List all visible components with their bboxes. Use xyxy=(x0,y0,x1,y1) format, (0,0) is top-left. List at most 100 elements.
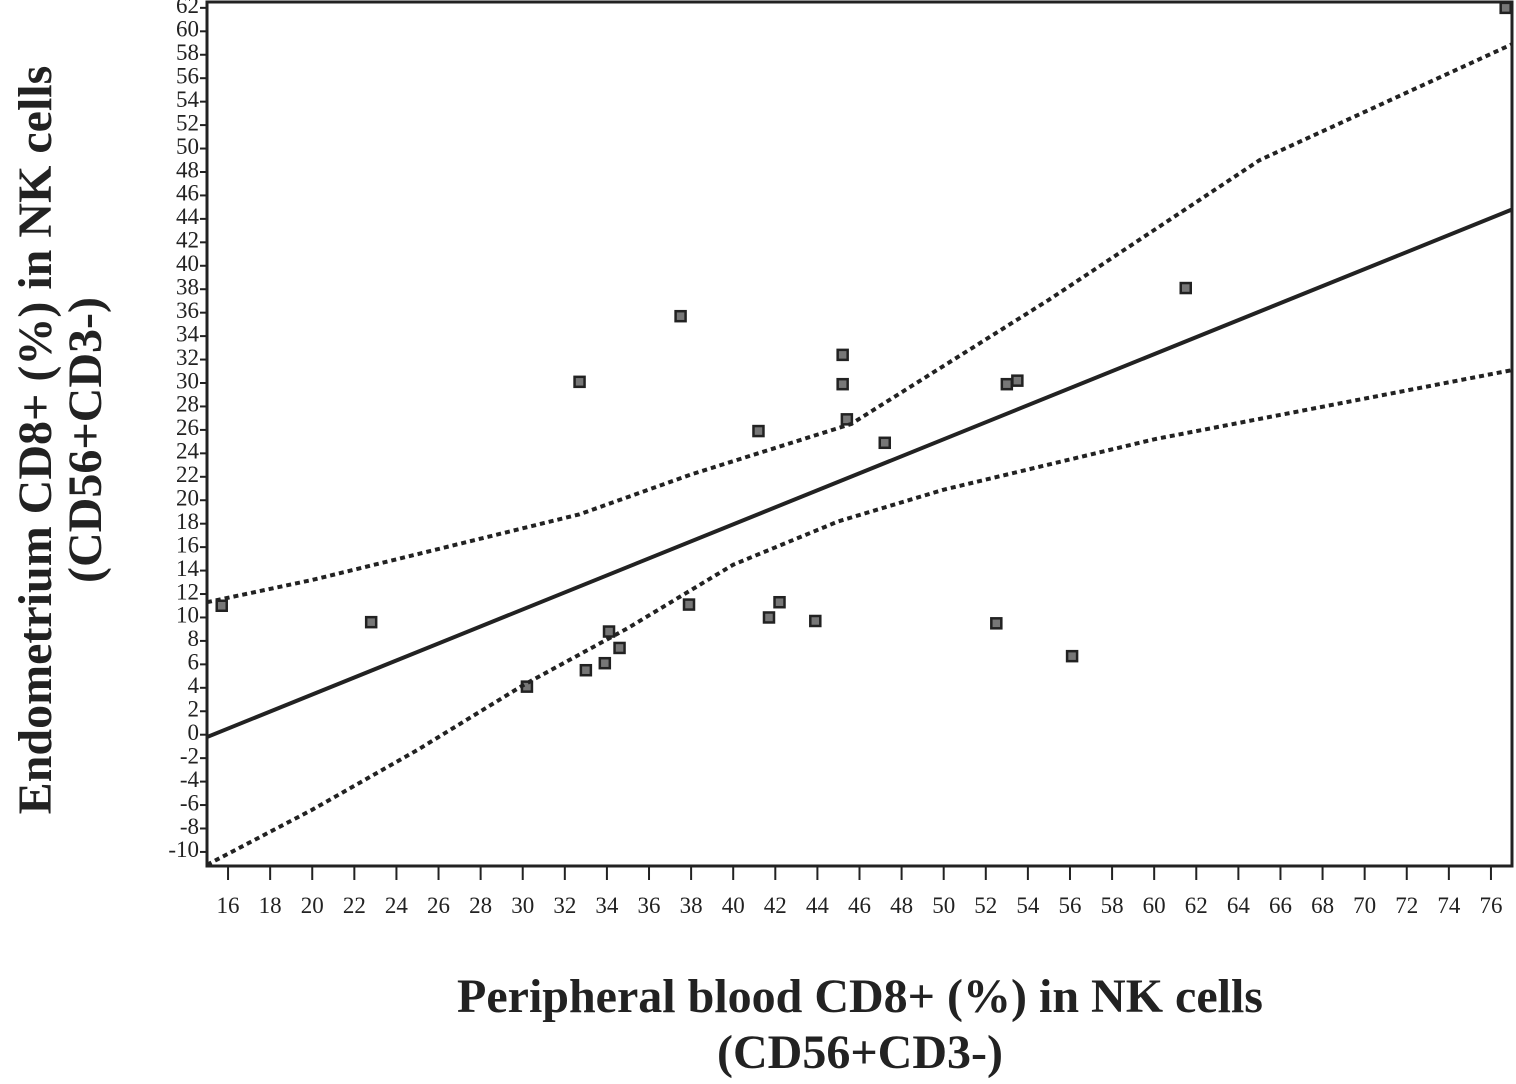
point xyxy=(598,656,612,670)
x-tick-label: 74 xyxy=(1437,893,1461,918)
x-tick-label: 58 xyxy=(1101,893,1124,918)
x-tick-label: 68 xyxy=(1311,893,1334,918)
y-tick-label: 30 xyxy=(176,368,199,393)
y-tick-label: 0 xyxy=(188,720,200,745)
y-tick-label: 18 xyxy=(176,509,199,534)
x-tick-label: 62 xyxy=(1185,893,1208,918)
x-tick-label: 50 xyxy=(932,893,955,918)
point xyxy=(1000,377,1014,391)
x-axis-title: Peripheral blood CD8+ (%) in NK cells xyxy=(457,970,1263,1023)
y-tick-label: 20 xyxy=(176,486,199,511)
y-tick-label: -2 xyxy=(180,743,199,768)
point xyxy=(809,614,822,628)
y-tick-label: -8 xyxy=(180,814,199,839)
y-tick-label: 42 xyxy=(176,228,199,253)
x-tick-label: 32 xyxy=(553,893,576,918)
y-tick-label: 22 xyxy=(176,462,199,487)
x-tick-label: 48 xyxy=(890,893,913,918)
y-tick-label: 28 xyxy=(176,392,199,417)
point xyxy=(613,641,626,655)
y-tick-label: 62 xyxy=(176,0,199,18)
y-tick-label: 46 xyxy=(176,181,199,206)
y-axis-title: (CD56+CD3-) xyxy=(59,297,112,583)
y-tick-label: 12 xyxy=(176,579,199,604)
x-tick-label: 30 xyxy=(511,893,534,918)
x-tick-label: 70 xyxy=(1353,893,1376,918)
y-tick-label: 52 xyxy=(176,110,199,135)
point xyxy=(1179,281,1192,295)
y-tick-label: 6 xyxy=(188,650,200,675)
x-tick-label: 34 xyxy=(595,893,619,918)
y-tick-label: 48 xyxy=(176,157,199,182)
point xyxy=(878,436,892,450)
x-tick-label: 54 xyxy=(1016,893,1040,918)
y-tick-label: 50 xyxy=(176,134,199,159)
point xyxy=(1499,1,1512,15)
point xyxy=(215,599,228,612)
y-tick-label: 38 xyxy=(176,274,199,299)
x-tick-label: 64 xyxy=(1227,893,1251,918)
x-tick-label: 16 xyxy=(217,893,240,918)
x-tick-label: 40 xyxy=(722,893,745,918)
point xyxy=(752,424,765,438)
y-tick-label: 24 xyxy=(176,439,200,464)
x-tick-label: 52 xyxy=(974,893,997,918)
y-tick-label: 2 xyxy=(188,697,200,722)
point xyxy=(990,617,1003,630)
x-tick-label: 28 xyxy=(469,893,492,918)
x-tick-label: 36 xyxy=(638,893,661,918)
point xyxy=(773,595,786,609)
x-tick-label: 38 xyxy=(680,893,703,918)
x-tick-label: 46 xyxy=(848,893,871,918)
y-tick-label: -6 xyxy=(180,790,199,815)
y-tick-label: 26 xyxy=(176,415,199,440)
x-tick-label: 26 xyxy=(427,893,450,918)
x-tick-label: 18 xyxy=(259,893,282,918)
confidence-band xyxy=(206,368,1513,867)
point xyxy=(836,377,849,391)
x-tick-label: 56 xyxy=(1058,893,1081,918)
x-tick-label: 44 xyxy=(806,893,830,918)
y-tick-label: 16 xyxy=(176,532,199,557)
point xyxy=(602,625,616,638)
point xyxy=(1065,649,1079,663)
point xyxy=(674,309,687,323)
point xyxy=(1011,374,1024,387)
y-tick-label: 54 xyxy=(176,87,200,112)
point xyxy=(364,615,378,629)
confidence-band xyxy=(206,42,1513,605)
x-tick-label: 72 xyxy=(1395,893,1418,918)
y-tick-label: 40 xyxy=(176,251,199,276)
point xyxy=(762,611,776,624)
y-tick-label: 58 xyxy=(176,40,199,65)
y-axis-title: Endometrium CD8+ (%) in NK cells xyxy=(9,66,62,815)
x-tick-label: 24 xyxy=(385,893,409,918)
y-tick-label: 56 xyxy=(176,63,199,88)
x-axis-title: (CD56+CD3-) xyxy=(717,1026,1003,1079)
y-tick-label: 4 xyxy=(188,673,200,698)
x-tick-label: 76 xyxy=(1479,893,1502,918)
y-tick-label: 60 xyxy=(176,17,199,42)
point xyxy=(840,413,854,426)
x-tick-label: 66 xyxy=(1269,893,1292,918)
x-tick-label: 42 xyxy=(764,893,787,918)
fit-line xyxy=(206,207,1513,739)
plot-frame xyxy=(205,0,1514,868)
point xyxy=(836,348,849,362)
point xyxy=(573,375,586,389)
y-tick-label: -4 xyxy=(180,767,200,792)
y-tick-label: 34 xyxy=(176,321,200,346)
y-tick-label: 14 xyxy=(176,556,200,581)
y-tick-label: 8 xyxy=(188,626,200,651)
x-tick-label: 60 xyxy=(1143,893,1166,918)
point xyxy=(682,598,696,611)
point xyxy=(579,663,593,677)
y-tick-label: 36 xyxy=(176,298,199,323)
y-tick-label: 32 xyxy=(176,345,199,370)
y-tick-label: -10 xyxy=(168,837,199,862)
x-tick-label: 22 xyxy=(343,893,366,918)
y-tick-label: 10 xyxy=(176,603,199,628)
y-tick-label: 44 xyxy=(176,204,200,229)
x-tick-label: 20 xyxy=(301,893,324,918)
